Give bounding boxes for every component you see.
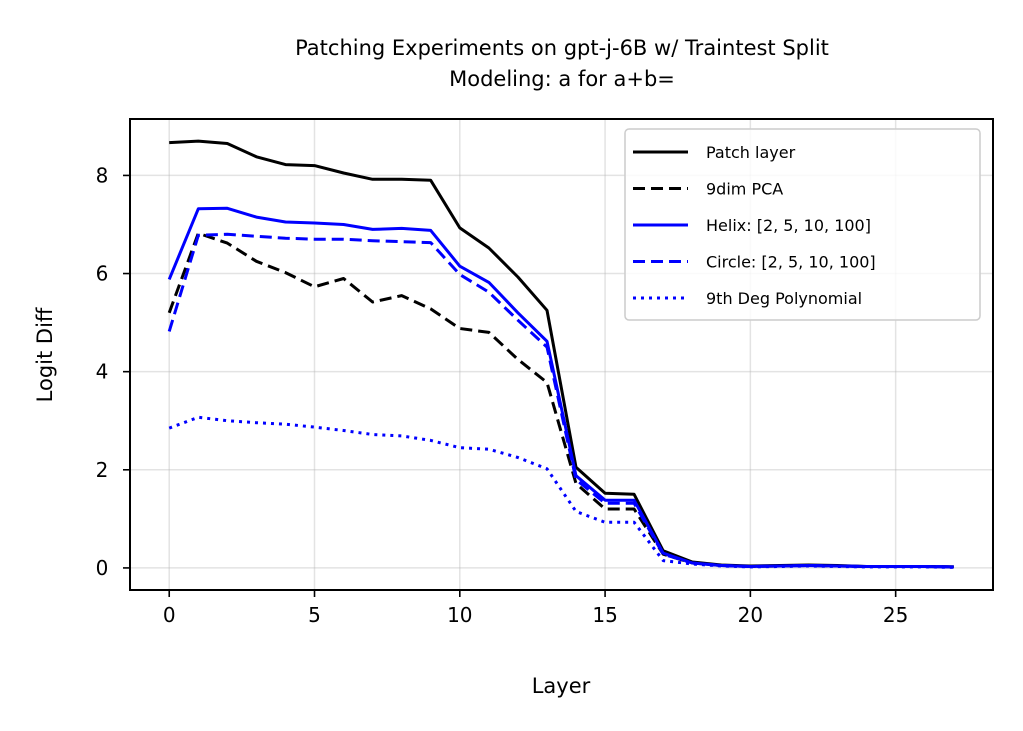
y-axis-label: Logit Diff: [33, 307, 57, 402]
series-lines: [167, 139, 954, 569]
x-tick-label: 20: [738, 603, 763, 627]
x-tick-label: 15: [592, 603, 617, 627]
y-tick-label: 8: [96, 163, 109, 187]
legend-box: [624, 128, 981, 321]
y-tick-label: 2: [96, 458, 109, 482]
series-line-9th-deg-polynomial: [168, 415, 954, 569]
chart-title-line1: Patching Experiments on gpt-j-6B w/ Trai…: [295, 36, 829, 60]
y-tick-label: 6: [96, 262, 109, 286]
x-tick-label: 0: [163, 603, 176, 627]
axis-ticks: 0 5 10 15 20 25 0 2 4 6 8: [96, 163, 909, 627]
x-axis-label: Layer: [532, 674, 591, 698]
y-tick-label: 4: [96, 360, 109, 384]
x-tick-label: 10: [447, 603, 472, 627]
x-tick-label: 25: [883, 603, 908, 627]
legend-label: Helix: [2, 5, 10, 100]: [706, 216, 871, 235]
legend: Patch layer 9dim PCA Helix: [2, 5, 10, 100…: [624, 128, 981, 321]
y-tick-label: 0: [96, 556, 109, 580]
legend-label: Patch layer: [706, 143, 796, 162]
legend-label: 9th Deg Polynomial: [706, 289, 862, 308]
series-line-circle-2-5-10-100: [167, 232, 954, 569]
chart-title-line2: Modeling: a for a+b=: [449, 67, 675, 91]
plot-frame: [129, 118, 994, 591]
legend-label: 9dim PCA: [706, 180, 783, 199]
legend-label: Circle: [2, 5, 10, 100]: [706, 253, 876, 272]
x-tick-label: 5: [308, 603, 321, 627]
